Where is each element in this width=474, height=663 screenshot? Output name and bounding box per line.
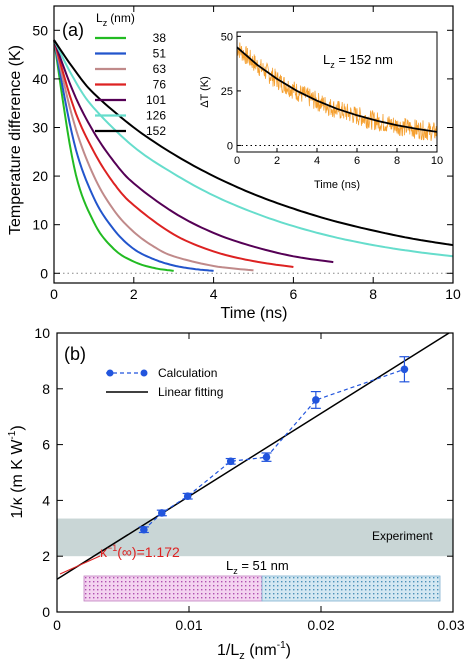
inset-fit-line	[236, 46, 438, 133]
lz-structure: Lz = 51 nm	[83, 558, 441, 602]
calculation-point	[226, 457, 235, 466]
panel-b-frame	[56, 332, 454, 613]
calculation-point	[400, 365, 409, 374]
panel-b-ylabel: 1/κ (m K W-1)	[7, 425, 26, 518]
b-ytick-label: 6	[42, 437, 50, 453]
b-ytick-label: 10	[34, 325, 50, 341]
inset-xtick-label: 10	[431, 155, 443, 167]
legend-label-152: 152	[146, 124, 166, 138]
calculation-point	[262, 453, 271, 461]
inset-xtick-label: 6	[354, 155, 360, 167]
panel-a-frame	[53, 5, 454, 284]
inset-noisy-trace	[236, 42, 438, 141]
a-ytick-label: 50	[32, 22, 48, 38]
inset-annotation: Lz = 152 nm	[323, 52, 393, 70]
panel-a-xlabel: Time (ns)	[221, 305, 288, 322]
inset-ytick-label: 0	[227, 140, 233, 152]
inset-ytick-label: 50	[221, 31, 233, 43]
curve-lz-38	[53, 39, 174, 272]
b-xtick-label: 0.03	[437, 617, 464, 633]
curve-lz-152	[53, 39, 454, 247]
calculation-point	[158, 509, 166, 517]
b-ytick-label: 4	[42, 492, 50, 508]
calculation-point	[183, 492, 192, 501]
curve-lz-51	[53, 39, 214, 272]
inset-frame	[236, 31, 438, 153]
a-ytick-label: 20	[32, 168, 48, 184]
curve-lz-101	[53, 39, 334, 264]
a-ytick-label: 30	[32, 119, 48, 135]
curve-lz-76	[53, 39, 294, 268]
calculation-point	[140, 525, 148, 534]
inset-xtick-label: 2	[274, 155, 280, 167]
b-xtick-label: 0	[53, 617, 61, 633]
inset-plot: 0 2 4 6 8 10 0 25 50 Time (ns) ΔT (K) Lz = 152 n…	[199, 31, 443, 191]
legend-calc-marker-right	[140, 369, 148, 377]
panel-b-legend: Calculation Linear fitting	[106, 366, 223, 399]
a-xtick-label: 0	[50, 286, 58, 302]
kappa-text: κ−1(∞)=1.172	[100, 543, 180, 560]
inset-xtick-label: 0	[234, 155, 240, 167]
inset-xtick-label: 8	[394, 155, 400, 167]
a-xtick-label: 2	[130, 286, 138, 302]
linear-fit-line	[56, 332, 450, 580]
kappa-arrow	[59, 555, 101, 575]
lz-label: Lz = 51 nm	[226, 558, 289, 576]
inset-xlabel: Time (ns)	[314, 179, 360, 191]
inset-noisy-data	[236, 42, 438, 141]
structure-right-layer	[261, 575, 441, 602]
legend-label-101: 101	[146, 93, 166, 107]
structure-left-layer	[83, 575, 263, 602]
panel-a-ylabel: Temperature difference (K)	[7, 45, 24, 235]
legend-label-38: 38	[153, 31, 167, 45]
legend-calc-label: Calculation	[158, 366, 217, 380]
a-xtick-label: 4	[210, 286, 218, 302]
panel-b-xlabel: 1/Lz (nm-1)	[217, 640, 291, 662]
inset-ylabel: ΔT (K)	[199, 76, 211, 108]
experiment-label: Experiment	[372, 529, 433, 543]
a-ytick-label: 0	[40, 265, 48, 281]
legend-label-76: 76	[153, 78, 167, 92]
b-ytick-label: 0	[42, 604, 50, 620]
legend-label-126: 126	[146, 109, 166, 123]
calculation-point	[312, 396, 320, 404]
inset-xtick-label: 4	[314, 155, 320, 167]
panel-a-curves	[53, 39, 454, 272]
panel-b-label: (b)	[64, 344, 86, 364]
legend-label-51: 51	[153, 47, 167, 61]
panel-b: Experiment Lz = 51 nm κ−1(∞)=1.172 0 0.01…	[7, 325, 465, 662]
legend-fit-label: Linear fitting	[158, 385, 223, 399]
panel-b-ticks: 0 0.01 0.02 0.03 0 2 4 6 8 10	[34, 325, 464, 633]
a-xtick-label: 6	[290, 286, 298, 302]
kappa-annotation: κ−1(∞)=1.172	[59, 543, 180, 575]
legend-calc-marker-left	[106, 369, 114, 377]
a-xtick-label: 8	[369, 286, 377, 302]
a-ytick-label: 10	[32, 217, 48, 233]
a-ytick-label: 40	[32, 71, 48, 87]
curve-lz-63	[53, 39, 254, 272]
panel-a-label: (a)	[62, 20, 84, 40]
b-ytick-label: 2	[42, 548, 50, 564]
calculation-points	[138, 356, 410, 534]
inset-ytick-label: 25	[221, 86, 233, 98]
a-xtick-label: 10	[445, 286, 461, 302]
inset-ticks: 0 2 4 6 8 10 0 25 50	[221, 31, 443, 167]
b-xtick-label: 0.01	[175, 617, 202, 633]
b-ytick-label: 8	[42, 381, 50, 397]
curve-lz-126	[53, 39, 454, 258]
b-xtick-label: 0.02	[307, 617, 334, 633]
legend-label-63: 63	[153, 62, 167, 76]
legend-title: Lz (nm)	[96, 11, 135, 28]
inset-background	[237, 32, 437, 152]
